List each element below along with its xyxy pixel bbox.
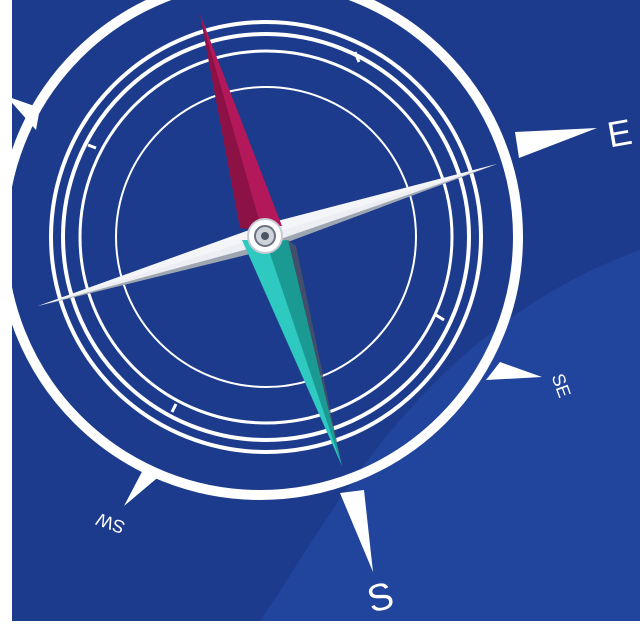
left-margin [0, 0, 12, 621]
needle-south-shade [266, 240, 342, 466]
inner-ring-3 [78, 49, 454, 425]
southwest-spike [124, 466, 162, 506]
northwest-spike [6, 96, 40, 130]
ring-ticks [87, 51, 445, 413]
east-spike [515, 128, 597, 158]
south-spike [340, 490, 373, 572]
needle-south-edge [288, 240, 342, 466]
hub-pin [261, 232, 269, 240]
needle-south [242, 240, 342, 466]
needle-north-shade [200, 14, 262, 230]
inner-ring-4 [115, 86, 417, 388]
southeast-spike [486, 362, 542, 380]
outer-ring [0, 0, 523, 500]
inner-ring-2 [61, 32, 471, 442]
inner-ring-1 [49, 20, 483, 454]
needle-north [200, 14, 282, 228]
